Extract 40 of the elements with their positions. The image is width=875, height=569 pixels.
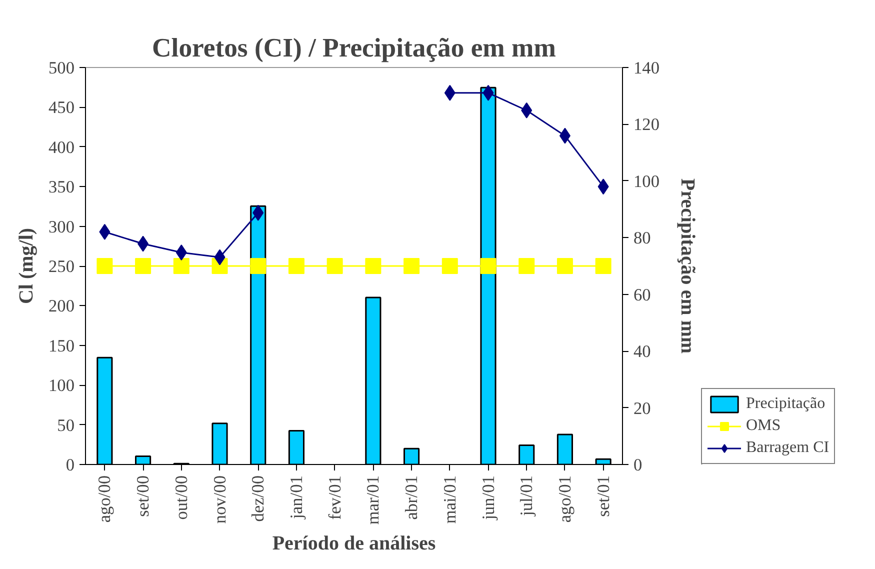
y2-tick-label: 60 [634, 285, 651, 304]
legend-label: Precipitação [746, 395, 826, 413]
x-tick-label: jan/01 [286, 476, 306, 520]
y2-tick-label: 80 [634, 228, 651, 248]
y-tick-label: 300 [48, 217, 75, 236]
y2-tick-label: 140 [634, 58, 660, 78]
y2-axis-title: Precipitação em mm [676, 178, 698, 354]
y-tick-label: 400 [48, 138, 75, 157]
x-tick-label: nov/00 [210, 475, 230, 524]
x-tick-label: out/00 [172, 475, 191, 520]
x-tick-label: set/00 [134, 475, 153, 517]
x-tick-label: ago/01 [555, 475, 574, 523]
y-tick-label: 250 [48, 257, 75, 276]
y-tick-label: 100 [48, 376, 75, 396]
chart-title: Cloretos (CI) / Precipitação em mm [152, 32, 556, 62]
y2-tick-label: 0 [634, 456, 642, 474]
x-tick-label: set/01 [594, 475, 613, 517]
x-tick-label: jul/01 [517, 476, 536, 517]
y-tick-label: 200 [48, 296, 75, 316]
y-tick-label: 500 [48, 58, 75, 78]
x-tick-label: mai/01 [440, 475, 460, 524]
x-tick-label: jun/01 [478, 475, 498, 521]
x-tick-label: mar/01 [364, 475, 383, 525]
y2-tick-label: 40 [634, 342, 651, 362]
y2-tick-label: 120 [634, 115, 660, 134]
y-tick-label: 50 [57, 416, 74, 435]
y-axis-title: Cl (mg/l) [16, 228, 38, 304]
x-tick-label: abr/01 [402, 475, 422, 520]
y2-tick-label: 20 [634, 398, 651, 418]
x-tick-label: dez/00 [248, 475, 268, 522]
y-tick-label: 450 [48, 98, 75, 118]
y-tick-label: 150 [48, 336, 75, 356]
legend-label: OMS [746, 417, 781, 435]
legend-label: Barragem CI [746, 439, 830, 457]
y-tick-label: 350 [48, 178, 75, 197]
x-tick-label: fev/01 [325, 475, 344, 520]
x-tick-label: ago/00 [95, 475, 114, 523]
x-axis-title: Período de análises [272, 532, 436, 555]
y-tick-label: 0 [66, 456, 75, 474]
y2-tick-label: 100 [634, 172, 660, 191]
